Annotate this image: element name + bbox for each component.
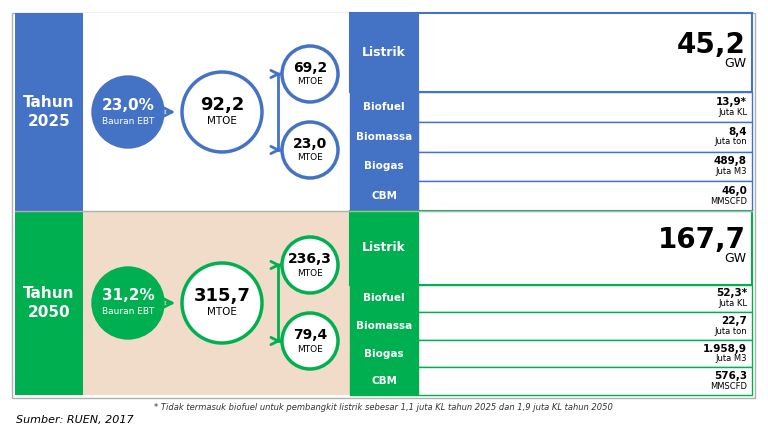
Bar <box>12 13 755 398</box>
Text: 69,2: 69,2 <box>293 61 327 75</box>
Text: Juta M3: Juta M3 <box>716 167 747 176</box>
Text: Juta KL: Juta KL <box>718 108 747 117</box>
Text: GW: GW <box>724 252 746 265</box>
Bar <box>418 92 752 122</box>
Text: MTOE: MTOE <box>297 77 323 86</box>
Text: 22,7: 22,7 <box>721 316 747 326</box>
Text: 576,3: 576,3 <box>714 371 747 381</box>
Text: MTOE: MTOE <box>297 154 323 163</box>
Text: 45,2: 45,2 <box>677 31 746 58</box>
Text: 8,4: 8,4 <box>728 127 747 137</box>
Text: * Tidak termasuk biofuel untuk pembangkit listrik sebesar 1,1 juta KL tahun 2025: * Tidak termasuk biofuel untuk pembangki… <box>154 403 612 412</box>
Text: Tahun
2050: Tahun 2050 <box>23 286 74 320</box>
Bar <box>350 340 418 367</box>
Text: Biomassa: Biomassa <box>356 321 412 331</box>
Bar <box>350 92 418 122</box>
Circle shape <box>282 237 338 293</box>
Text: 23,0%: 23,0% <box>101 98 154 113</box>
Bar <box>418 181 752 211</box>
Bar <box>418 312 752 340</box>
Circle shape <box>282 313 338 369</box>
Text: Sumber: RUEN, 2017: Sumber: RUEN, 2017 <box>16 415 134 425</box>
Text: CBM: CBM <box>371 376 397 386</box>
Bar <box>350 181 418 211</box>
Bar <box>418 152 752 181</box>
Circle shape <box>92 267 164 339</box>
Text: Tahun
2025: Tahun 2025 <box>23 95 74 129</box>
Text: 13,9*: 13,9* <box>716 97 747 107</box>
Text: 52,3*: 52,3* <box>716 289 747 298</box>
Bar <box>418 122 752 152</box>
Bar <box>418 367 752 395</box>
Bar <box>418 13 752 92</box>
Text: Biogas: Biogas <box>364 161 404 172</box>
Bar <box>15 13 752 211</box>
Text: 236,3: 236,3 <box>288 252 332 266</box>
Text: MTOE: MTOE <box>207 116 237 126</box>
Text: MTOE: MTOE <box>207 307 237 317</box>
Text: MMSCFD: MMSCFD <box>710 382 747 391</box>
Circle shape <box>92 76 164 148</box>
Bar <box>15 211 752 395</box>
Text: Biogas: Biogas <box>364 349 404 359</box>
Text: 92,2: 92,2 <box>200 96 244 114</box>
Text: MTOE: MTOE <box>297 268 323 277</box>
Text: Bauran EBT: Bauran EBT <box>102 307 154 316</box>
Text: 315,7: 315,7 <box>194 287 250 305</box>
Bar <box>350 312 418 340</box>
Text: MMSCFD: MMSCFD <box>710 197 747 206</box>
Text: Juta M3: Juta M3 <box>716 354 747 363</box>
Text: Listrik: Listrik <box>362 241 406 254</box>
Bar <box>350 152 418 181</box>
Circle shape <box>282 46 338 102</box>
Text: 46,0: 46,0 <box>721 186 747 196</box>
Text: Juta KL: Juta KL <box>718 299 747 308</box>
Bar <box>350 285 418 312</box>
Circle shape <box>182 263 262 343</box>
Text: MTOE: MTOE <box>297 344 323 353</box>
Bar <box>350 122 418 152</box>
Text: 167,7: 167,7 <box>658 226 746 254</box>
Bar <box>350 211 418 285</box>
Bar <box>350 367 418 395</box>
Bar <box>350 13 418 92</box>
Circle shape <box>182 72 262 152</box>
Text: 1.958,9: 1.958,9 <box>703 344 747 353</box>
Bar <box>15 13 83 211</box>
Text: Juta ton: Juta ton <box>714 326 747 335</box>
Text: GW: GW <box>724 57 746 70</box>
Circle shape <box>282 122 338 178</box>
Bar <box>15 211 83 395</box>
Text: Listrik: Listrik <box>362 46 406 59</box>
Bar <box>418 340 752 367</box>
Text: Biofuel: Biofuel <box>363 293 405 304</box>
Text: Bauran EBT: Bauran EBT <box>102 117 154 126</box>
Text: 489,8: 489,8 <box>714 157 747 166</box>
Text: 79,4: 79,4 <box>293 328 327 342</box>
Text: Biofuel: Biofuel <box>363 102 405 112</box>
Text: 31,2%: 31,2% <box>101 289 154 304</box>
Bar <box>418 211 752 285</box>
Text: Juta ton: Juta ton <box>714 137 747 146</box>
Text: 23,0: 23,0 <box>293 137 327 151</box>
Text: CBM: CBM <box>371 191 397 201</box>
Text: Biomassa: Biomassa <box>356 132 412 142</box>
Bar <box>418 285 752 312</box>
